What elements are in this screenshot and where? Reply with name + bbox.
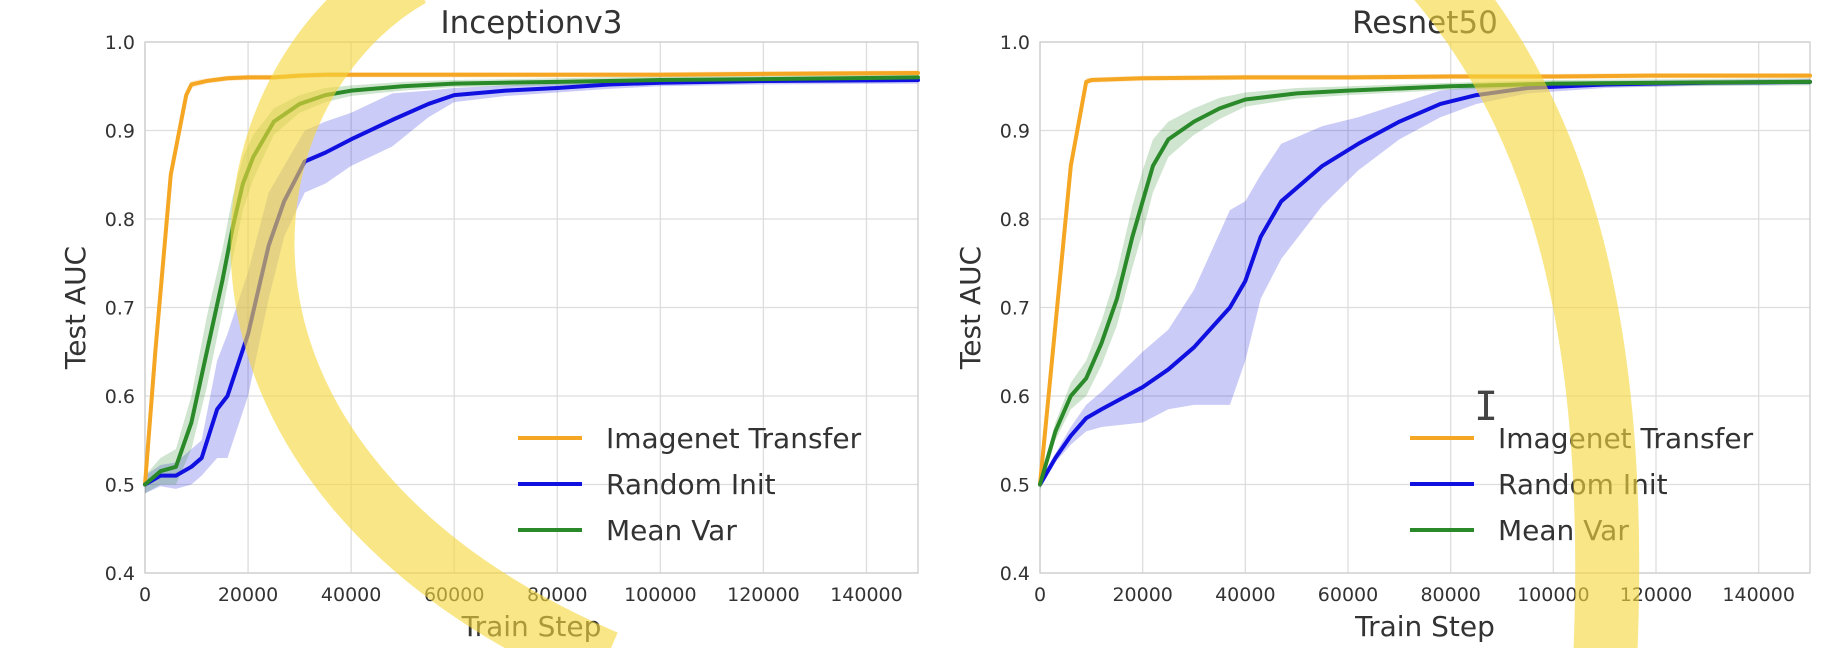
y-tick-label: 0.5	[1000, 475, 1030, 497]
y-tick-label: 1.0	[1000, 32, 1030, 54]
y-tick-label: 0.8	[105, 209, 135, 231]
x-tick-label: 40000	[321, 584, 381, 606]
x-tick-label: 100000	[1517, 584, 1590, 606]
series-band-2	[1040, 79, 1810, 489]
x-tick-label: 60000	[1318, 584, 1378, 606]
y-tick-label: 0.4	[1000, 563, 1030, 585]
series-band-2	[145, 76, 918, 494]
highlighter-ring-annotation	[230, 0, 1640, 648]
chart-panel-1: 0.40.50.60.70.80.91.00 20000 40000 60000 800…	[59, 5, 920, 643]
x-tick-label: 0	[1034, 584, 1046, 606]
y-tick-label: 0.6	[105, 386, 135, 408]
y-axis-title: Test AUC	[59, 246, 92, 370]
series-line-2	[143, 78, 920, 487]
y-tick-label: 0.8	[1000, 209, 1030, 231]
x-axis-title: Train Step	[1354, 610, 1495, 643]
y-tick-label: 0.9	[105, 121, 135, 143]
legend: Imagenet Transfer Random Init Mean Var	[518, 422, 862, 547]
x-tick-label: 100000	[624, 584, 697, 606]
y-tick-label: 0.7	[105, 298, 135, 320]
legend-label: Random Init	[606, 468, 776, 501]
x-tick-label: 20000	[1112, 584, 1172, 606]
chart-panel-2: 0.4 0.5 0.6 0.7 0.8 0.9 1.0 0 20000 40000 60000 800…	[954, 5, 1812, 643]
x-tick-label: 140000	[830, 584, 903, 606]
y-tick-label: 1.0	[105, 32, 135, 54]
x-tick-label: 40000	[1215, 584, 1275, 606]
y-tick-label: 0.4	[105, 563, 135, 585]
x-tick-label: 120000	[727, 584, 800, 606]
legend-label: Imagenet Transfer	[606, 422, 862, 455]
plot-frame	[1039, 41, 1811, 574]
x-tick-label: 0	[139, 584, 151, 606]
x-tick-label: 20000	[218, 584, 278, 606]
y-tick-label: 0.5	[105, 475, 135, 497]
series-line-1	[1038, 73, 1812, 487]
plot-frame	[144, 41, 919, 574]
x-tick-label: 140000	[1722, 584, 1795, 606]
y-tick-label: 0.7	[1000, 298, 1030, 320]
legend-label: Mean Var	[606, 514, 737, 547]
series-line-3	[1038, 79, 1812, 487]
y-axis-title: Test AUC	[954, 246, 987, 370]
text-cursor-icon: I	[1474, 384, 1498, 430]
x-tick-label: 80000	[1420, 584, 1480, 606]
y-tick-label: 0.6	[1000, 386, 1030, 408]
chart-title: Inceptionv3	[440, 5, 622, 41]
y-tick-label: 0.9	[1000, 121, 1030, 143]
